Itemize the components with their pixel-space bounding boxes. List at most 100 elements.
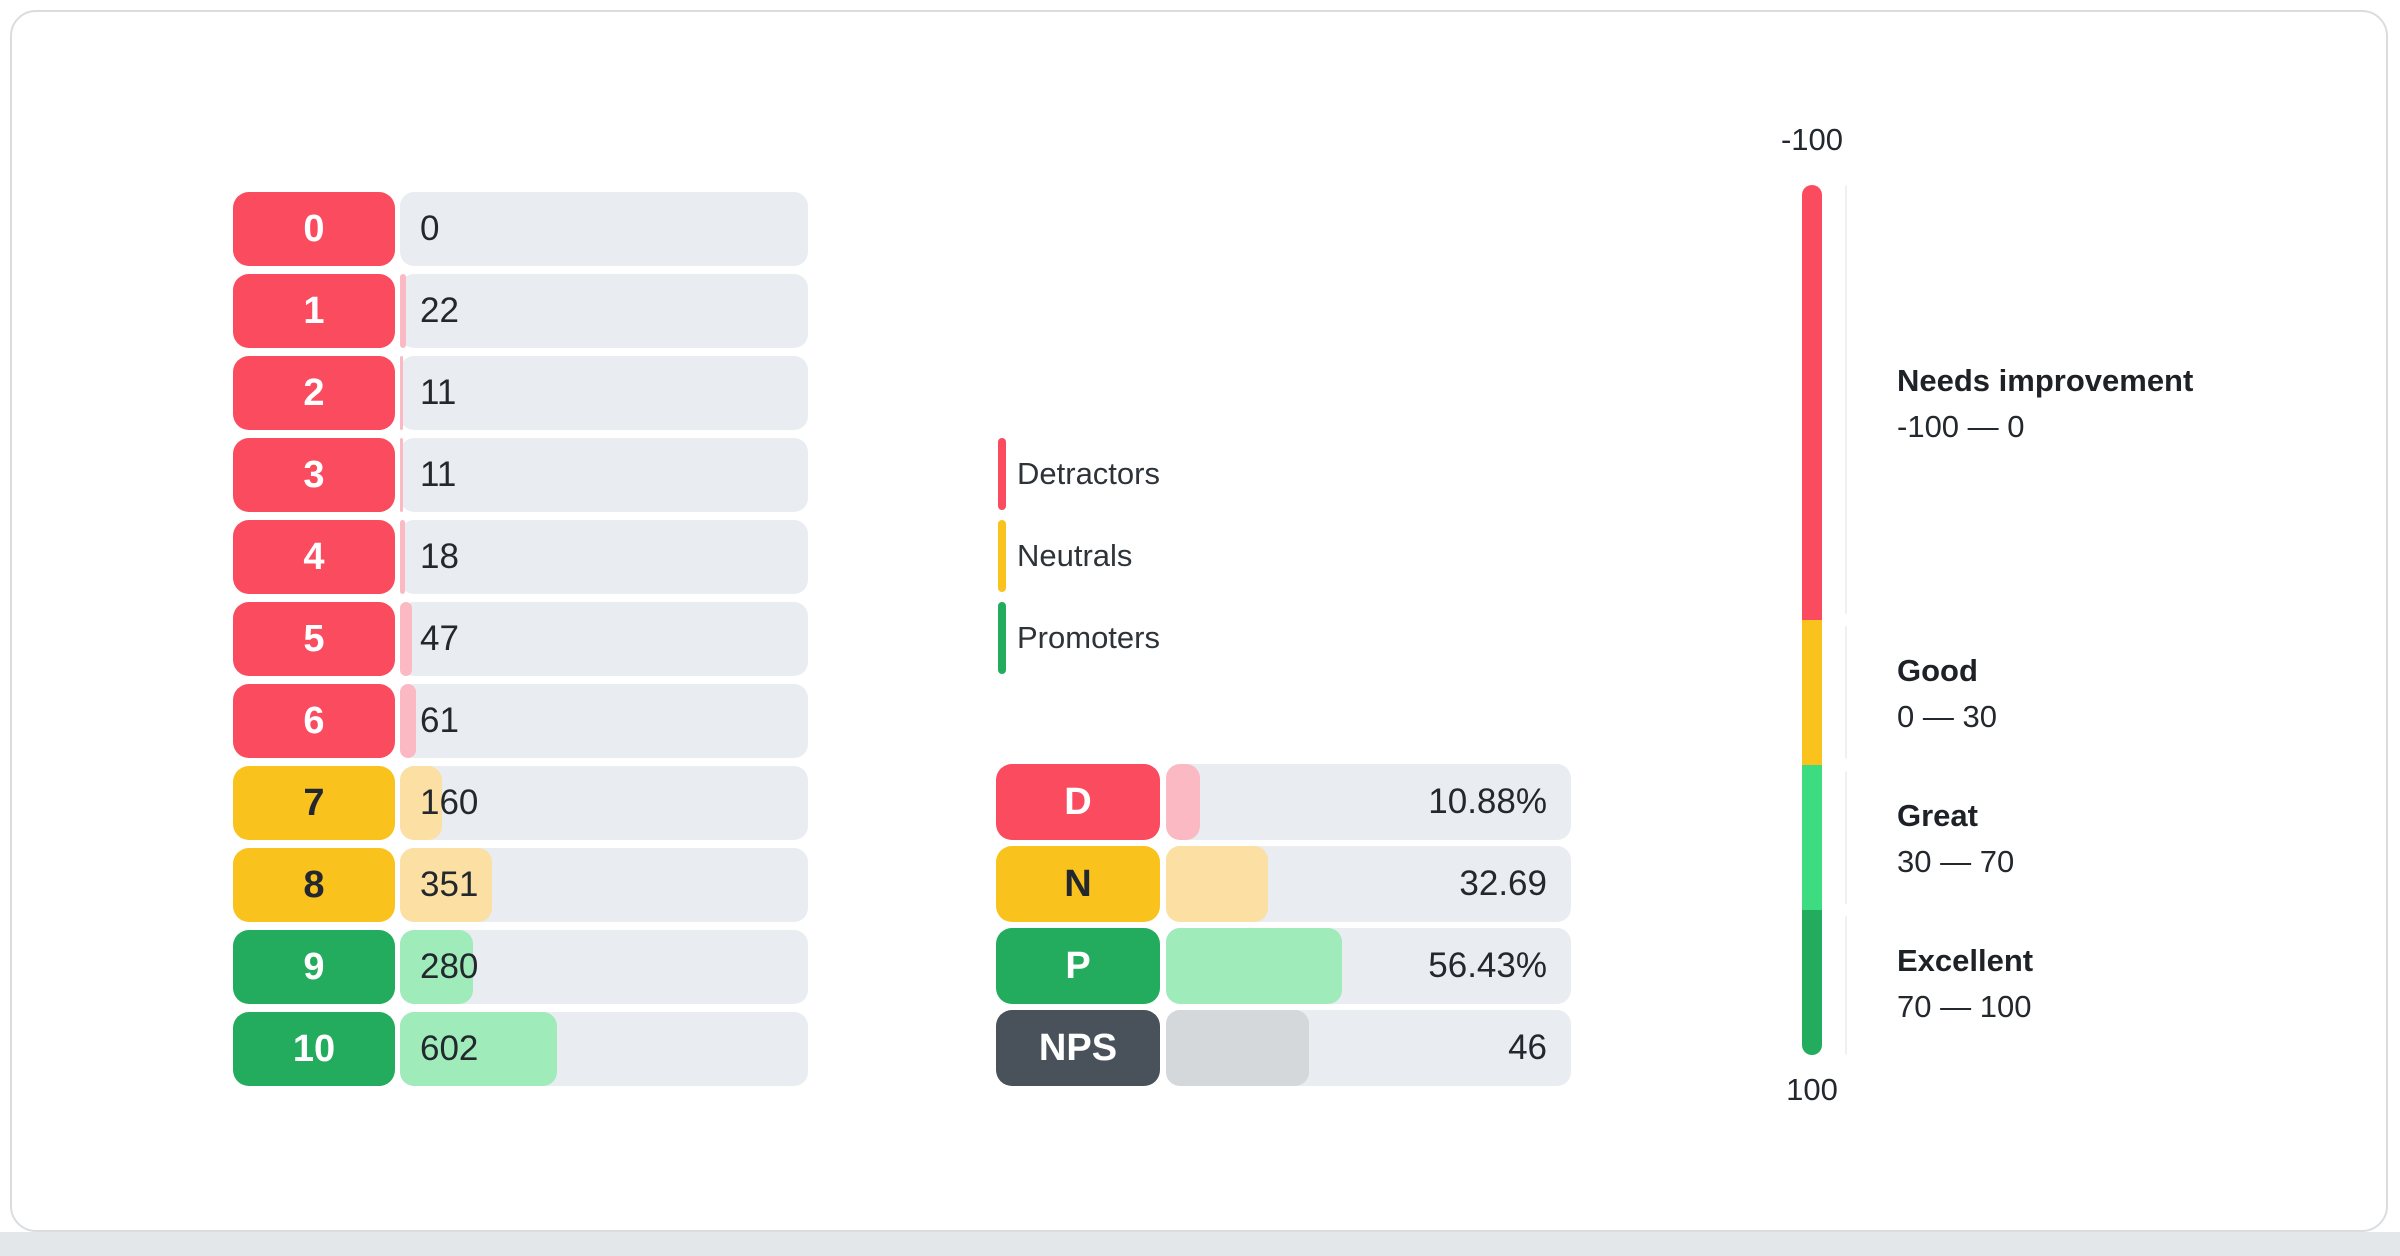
gauge-axis-line-segment xyxy=(1845,916,1847,1055)
bar-track: 11 xyxy=(400,356,808,430)
nps_summary-row: NPS 46 xyxy=(996,1010,1571,1086)
category-legend: Detractors Neutrals Promoters xyxy=(998,438,1160,684)
gauge-axis-line-segment xyxy=(1845,185,1847,614)
zone-title: Excellent xyxy=(1897,943,2034,978)
bar-fill xyxy=(1166,764,1200,840)
gauge-max-label: 100 xyxy=(1786,1072,1838,1107)
bar-count-label: 0 xyxy=(420,209,440,248)
bar-fill xyxy=(400,848,492,922)
bar-count-label: 280 xyxy=(420,947,479,986)
category-badge: 10 xyxy=(233,1012,395,1086)
bar-count-label: 47 xyxy=(420,619,459,658)
bar-fill xyxy=(1166,846,1268,922)
category-badge: 8 xyxy=(233,848,395,922)
category-badge: 2 xyxy=(233,356,395,430)
zone-range: -100 — 0 xyxy=(1897,409,2025,444)
nps_summary-row: N 32.69 xyxy=(996,846,1571,922)
score_distribution-row: 9 280 xyxy=(233,930,808,1004)
category-badge: NPS xyxy=(996,1010,1160,1086)
gauge-bar xyxy=(1802,185,1822,1055)
gauge-zone-needs-improvement: Needs improvement -100 — 0 xyxy=(1897,363,2193,445)
gauge-segment-good xyxy=(1802,620,1822,765)
score_distribution-row: 2 11 xyxy=(233,356,808,430)
bar-track: 0 xyxy=(400,192,808,266)
nps_summary-row: P 56.43% xyxy=(996,928,1571,1004)
category-badge: 6 xyxy=(233,684,395,758)
bar-track: 11 xyxy=(400,438,808,512)
promoter-color-pill-icon xyxy=(998,602,1006,674)
bar-track: 160 xyxy=(400,766,808,840)
bar-track: 351 xyxy=(400,848,808,922)
zone-title: Needs improvement xyxy=(1897,363,2194,398)
bar-count-label: 160 xyxy=(420,783,479,822)
category-badge: D xyxy=(996,764,1160,840)
bar-track: 10.88% xyxy=(1166,764,1571,840)
legend-label: Detractors xyxy=(1017,456,1160,491)
score_distribution-row: 8 351 xyxy=(233,848,808,922)
bar-fill xyxy=(400,1012,558,1086)
gauge-segment-needs-improvement xyxy=(1802,185,1822,620)
legend-item-neutrals[interactable]: Neutrals xyxy=(998,520,1160,592)
bar-fill xyxy=(400,766,442,840)
score_distribution-row: 1 22 xyxy=(233,274,808,348)
legend-item-detractors[interactable]: Detractors xyxy=(998,438,1160,510)
gauge-zone-excellent: Excellent 70 — 100 xyxy=(1897,943,2033,1025)
score_distribution-row: 6 61 xyxy=(233,684,808,758)
gauge-segment-excellent xyxy=(1802,910,1822,1055)
legend-item-promoters[interactable]: Promoters xyxy=(998,602,1160,674)
bar-count-label: 22 xyxy=(420,291,459,330)
bar-fill xyxy=(400,520,405,594)
nps_summary-row: D 10.88% xyxy=(996,764,1571,840)
score_distribution-row: 4 18 xyxy=(233,520,808,594)
category-badge: N xyxy=(996,846,1160,922)
category-badge: 5 xyxy=(233,602,395,676)
bar-count-label: 351 xyxy=(420,865,479,904)
bar-fill xyxy=(400,602,413,676)
legend-label: Neutrals xyxy=(1017,538,1133,573)
score_distribution-row: 7 160 xyxy=(233,766,808,840)
gauge-segment-great xyxy=(1802,765,1822,910)
bar-count-label: 11 xyxy=(420,455,457,494)
bar-track: 47 xyxy=(400,602,808,676)
score-distribution-chart: 0 0 1 22 2 11 3 11 4 18 5 47 6 61 7 160 8 351 9 280 10 602 xyxy=(233,192,808,1094)
bar-track: 46 xyxy=(1166,1010,1571,1086)
gauge-zone-good: Good 0 — 30 xyxy=(1897,653,1997,735)
bar-fill xyxy=(1166,928,1342,1004)
bar-fill xyxy=(400,356,403,430)
bar-fill xyxy=(400,930,474,1004)
gauge-axis-line-segment xyxy=(1845,771,1847,904)
bar-track: 602 xyxy=(400,1012,808,1086)
zone-title: Good xyxy=(1897,653,1978,688)
legend-label: Promoters xyxy=(1017,620,1160,655)
category-badge: P xyxy=(996,928,1160,1004)
bar-fill xyxy=(400,274,406,348)
category-badge: 4 xyxy=(233,520,395,594)
zone-title: Great xyxy=(1897,798,1978,833)
score_distribution-row: 10 602 xyxy=(233,1012,808,1086)
category-badge: 0 xyxy=(233,192,395,266)
bar-track: 280 xyxy=(400,930,808,1004)
bar-track: 61 xyxy=(400,684,808,758)
neutral-color-pill-icon xyxy=(998,520,1006,592)
zone-range: 70 — 100 xyxy=(1897,989,2032,1024)
category-badge: 9 xyxy=(233,930,395,1004)
category-badge: 1 xyxy=(233,274,395,348)
zone-range: 0 — 30 xyxy=(1897,699,1997,734)
gauge-axis-line-segment xyxy=(1845,626,1847,759)
bar-track: 18 xyxy=(400,520,808,594)
zone-range: 30 — 70 xyxy=(1897,844,2015,879)
score_distribution-row: 5 47 xyxy=(233,602,808,676)
score_distribution-row: 3 11 xyxy=(233,438,808,512)
bar-value-label: 32.69 xyxy=(1459,864,1547,903)
bar-track: 56.43% xyxy=(1166,928,1571,1004)
category-badge: 7 xyxy=(233,766,395,840)
nps-summary-chart: D 10.88% N 32.69 P 56.43% NPS 46 xyxy=(996,764,1571,1092)
bar-track: 32.69 xyxy=(1166,846,1571,922)
detractor-color-pill-icon xyxy=(998,438,1006,510)
bar-fill xyxy=(400,684,416,758)
window-bottom-edge xyxy=(0,1232,2400,1256)
bar-value-label: 46 xyxy=(1508,1028,1547,1067)
bar-count-label: 11 xyxy=(420,373,457,412)
